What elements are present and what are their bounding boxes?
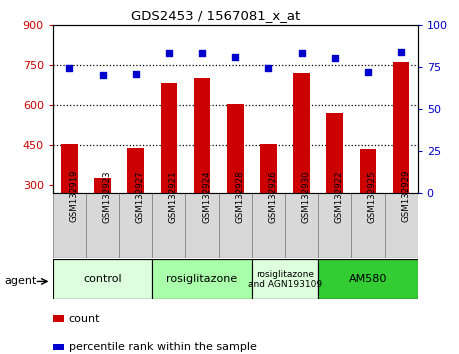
Text: rosiglitazone: rosiglitazone — [167, 274, 238, 284]
Bar — [61, 144, 78, 193]
Text: agent: agent — [5, 276, 37, 286]
Bar — [128, 148, 144, 193]
Point — [165, 51, 173, 56]
Text: control: control — [83, 274, 122, 284]
Bar — [318, 193, 351, 258]
Bar — [152, 259, 252, 299]
Bar — [119, 193, 152, 258]
Text: GSM132924: GSM132924 — [202, 170, 211, 223]
Text: percentile rank within the sample: percentile rank within the sample — [69, 342, 257, 352]
Text: AM580: AM580 — [349, 274, 387, 284]
Bar — [260, 144, 277, 193]
Point — [66, 66, 73, 72]
Bar — [285, 193, 318, 258]
Bar — [94, 178, 111, 193]
Bar — [53, 259, 152, 299]
Bar — [53, 193, 86, 258]
Text: GSM132927: GSM132927 — [136, 170, 145, 223]
Text: GSM132923: GSM132923 — [102, 170, 112, 223]
Text: GSM132921: GSM132921 — [169, 170, 178, 223]
Text: rosiglitazone
and AGN193109: rosiglitazone and AGN193109 — [248, 270, 322, 289]
Text: GSM132919: GSM132919 — [69, 170, 78, 222]
Bar — [326, 113, 343, 193]
Bar — [53, 315, 64, 322]
Text: count: count — [69, 314, 101, 324]
Bar — [86, 193, 119, 258]
Text: GSM132922: GSM132922 — [335, 170, 344, 223]
Bar — [351, 193, 385, 258]
Text: GSM132930: GSM132930 — [302, 170, 311, 223]
Text: GDS2453 / 1567081_x_at: GDS2453 / 1567081_x_at — [131, 9, 300, 22]
Text: GSM132926: GSM132926 — [269, 170, 277, 223]
Point — [364, 69, 372, 75]
Bar — [152, 193, 185, 258]
Bar — [161, 84, 177, 193]
Point — [198, 51, 206, 56]
Bar — [227, 103, 244, 193]
Bar — [252, 259, 318, 299]
Point — [232, 54, 239, 59]
Point — [99, 73, 106, 78]
Bar — [318, 259, 418, 299]
Bar — [293, 73, 310, 193]
Point — [265, 66, 272, 72]
Bar — [185, 193, 218, 258]
Point — [331, 56, 338, 61]
Point — [298, 51, 305, 56]
Bar — [360, 149, 376, 193]
Bar — [53, 344, 64, 350]
Bar — [252, 193, 285, 258]
Text: GSM132928: GSM132928 — [235, 170, 244, 223]
Point — [132, 71, 140, 76]
Text: GSM132929: GSM132929 — [401, 170, 410, 222]
Bar — [385, 193, 418, 258]
Text: GSM132925: GSM132925 — [368, 170, 377, 223]
Bar — [218, 193, 252, 258]
Bar — [393, 62, 409, 193]
Bar — [194, 78, 210, 193]
Point — [397, 49, 405, 55]
